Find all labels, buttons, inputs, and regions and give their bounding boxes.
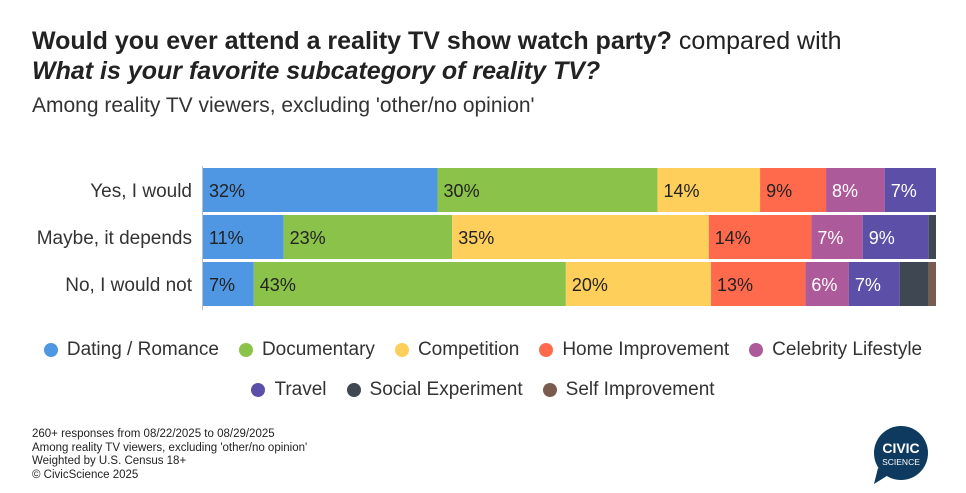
- footer-notes: 260+ responses from 08/22/2025 to 08/29/…: [32, 428, 307, 482]
- logo-bubble: [874, 426, 928, 480]
- data-label: 14%: [715, 228, 751, 248]
- data-label: 35%: [458, 228, 494, 248]
- data-label: 7%: [209, 275, 235, 295]
- footer-line: Weighted by U.S. Census 18+: [32, 455, 187, 467]
- logo-text-civic: CIVIC: [882, 440, 919, 456]
- chart-title: Would you ever attend a reality TV show …: [32, 26, 842, 86]
- bar-segment: [805, 262, 849, 306]
- legend-swatch: [539, 343, 554, 357]
- bar-segment: [711, 262, 806, 306]
- data-label: 9%: [869, 228, 895, 248]
- bar-segment: [848, 262, 900, 306]
- legend-item: Competition: [394, 339, 520, 361]
- legend-label: Self Improvement: [565, 379, 715, 400]
- data-label: 7%: [891, 181, 917, 201]
- data-label: 43%: [260, 275, 296, 295]
- bar-segment: [437, 168, 658, 212]
- footer-line: © CivicScience 2025: [32, 468, 139, 481]
- stacked-bar-chart: Yes, I would 32% 30% 14% 9% 8% 7% Maybe, it dep…: [37, 166, 936, 310]
- bar-segment: [452, 215, 709, 259]
- bar-segment: [565, 262, 712, 306]
- category-label: Maybe, it depends: [37, 228, 192, 249]
- bar-segment: [708, 215, 812, 259]
- bar-segment: [283, 215, 453, 259]
- legend-swatch: [251, 383, 266, 397]
- bar-segment: [928, 215, 936, 259]
- civicscience-logo: CIVIC SCIENCE: [874, 426, 928, 484]
- bar-segment: [862, 215, 929, 259]
- bar-segment: [203, 168, 438, 212]
- category-label: No, I would not: [65, 275, 192, 296]
- data-label: 14%: [663, 181, 699, 201]
- bar-segment: [657, 168, 761, 212]
- legend-item: Travel: [251, 379, 327, 401]
- legend-swatch: [43, 343, 58, 357]
- legend-swatch: [542, 383, 557, 397]
- title-question-2: What is your favorite subcategory of rea…: [32, 57, 601, 85]
- data-label: 7%: [817, 228, 843, 248]
- data-label: 32%: [209, 181, 245, 201]
- legend-label: Travel: [274, 379, 327, 400]
- legend-swatch: [238, 343, 253, 357]
- legend-label: Dating / Romance: [66, 339, 219, 360]
- legend-item: Social Experiment: [346, 379, 523, 401]
- legend-swatch: [394, 343, 409, 357]
- footer-line: 260+ responses from 08/22/2025 to 08/29/…: [32, 428, 275, 440]
- data-label: 9%: [766, 181, 792, 201]
- legend-label: Documentary: [261, 339, 375, 360]
- legend-item: Dating / Romance: [43, 339, 219, 361]
- legend-label: Home Improvement: [562, 339, 730, 360]
- bar-segment: [253, 262, 566, 306]
- legend-row-2: Travel Social Experiment Self Improvement: [0, 379, 966, 401]
- legend-item: Home Improvement: [539, 339, 729, 361]
- bar-segment: [928, 262, 936, 306]
- legend-item: Self Improvement: [542, 379, 715, 401]
- bar-segment: [203, 262, 254, 306]
- data-label: 23%: [290, 228, 326, 248]
- title-compare: compared with: [678, 27, 842, 55]
- bar-segment: [811, 215, 863, 259]
- legend-label: Celebrity Lifestyle: [772, 339, 923, 360]
- bar-segment: [760, 168, 827, 212]
- bar-segment: [826, 168, 885, 212]
- bar-segment: [203, 215, 284, 259]
- logo-bubble-tail: [874, 468, 890, 484]
- footer-line: Among reality TV viewers, excluding 'oth…: [32, 441, 308, 454]
- data-label: 7%: [855, 275, 881, 295]
- category-label: Yes, I would: [90, 181, 192, 202]
- data-label: 30%: [444, 181, 480, 201]
- legend-swatch: [346, 383, 361, 397]
- legend-row-1: Dating / Romance Documentary Competition Ho…: [0, 339, 966, 361]
- legend-label: Social Experiment: [369, 379, 523, 400]
- logo-text-science: SCIENCE: [882, 457, 920, 467]
- data-label: 11%: [209, 228, 244, 248]
- legend-swatch: [749, 343, 764, 357]
- chart-subtitle: Among reality TV viewers, excluding 'oth…: [32, 94, 535, 117]
- data-label: 20%: [572, 275, 608, 295]
- legend-label: Competition: [417, 339, 520, 360]
- bar-segment: [884, 168, 936, 212]
- data-label: 8%: [832, 181, 858, 201]
- legend-item: Documentary: [238, 339, 375, 361]
- title-question-1: Would you ever attend a reality TV show …: [32, 27, 672, 55]
- bar-segment: [899, 262, 929, 306]
- data-label: 13%: [717, 275, 753, 295]
- data-label: 6%: [811, 275, 837, 295]
- legend-item: Celebrity Lifestyle: [749, 339, 922, 361]
